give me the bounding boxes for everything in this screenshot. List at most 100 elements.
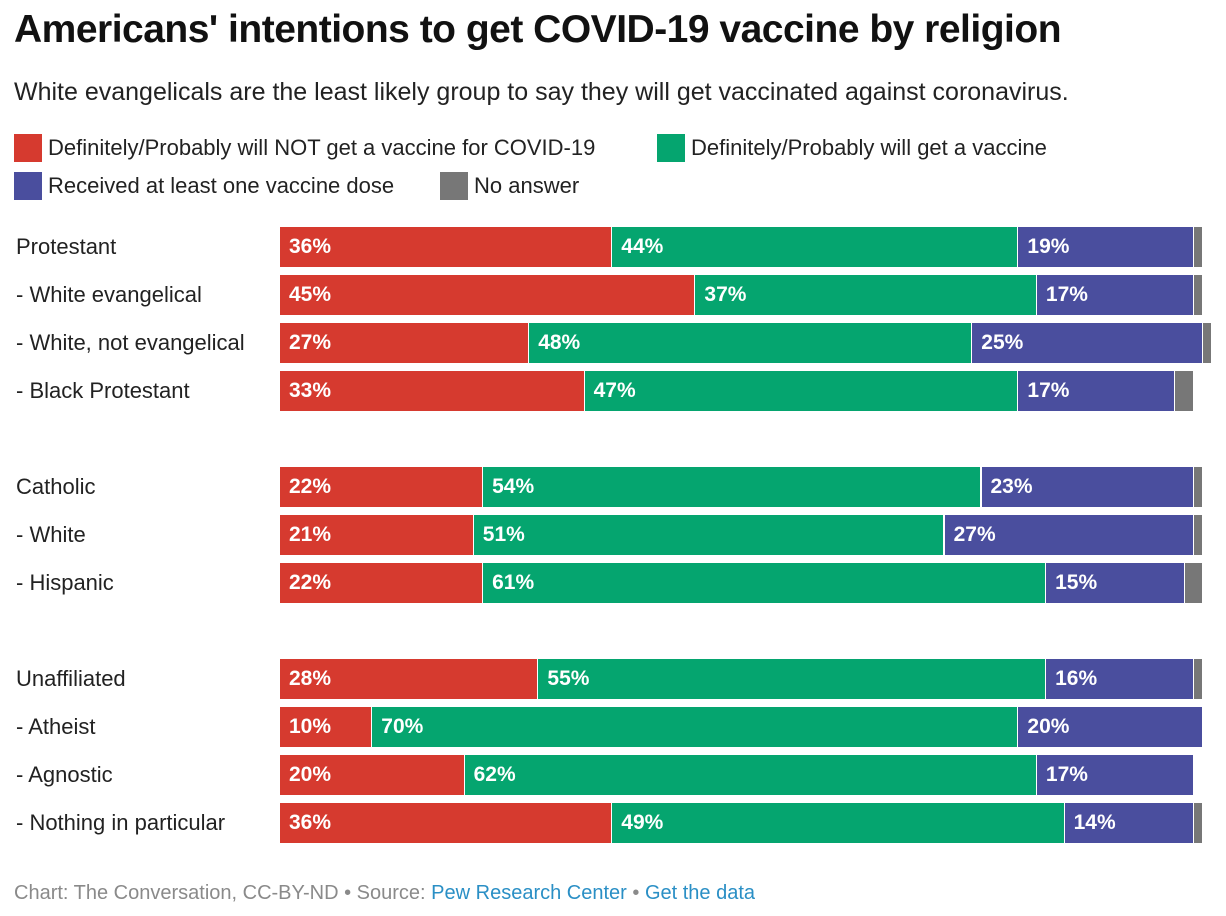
data-label: 20% (289, 763, 332, 786)
bar-segment-not-get: 36% (280, 803, 613, 843)
bar-segment-no-answer (1193, 467, 1203, 507)
bar-segment-received: 25% (972, 323, 1204, 363)
data-label: 22% (289, 475, 332, 498)
chart-subtitle: White evangelicals are the least likely … (14, 78, 1069, 106)
data-label: 20% (1027, 715, 1070, 738)
category-label: - White, not evangelical (16, 330, 245, 355)
bar-segment-no-answer (1184, 563, 1203, 603)
data-label: 15% (1055, 571, 1098, 594)
bar-segment-will-get: 47% (584, 371, 1019, 411)
bar-segment-received: 17% (1036, 275, 1194, 315)
legend-item-received: Received at least one vaccine dose (14, 172, 394, 200)
category-label: Protestant (16, 234, 117, 259)
source-link[interactable]: Pew Research Center (431, 882, 627, 904)
bar-segment-will-get: 70% (372, 707, 1019, 747)
bar-segment-not-get: 21% (280, 515, 474, 555)
chart-footer: Chart: The Conversation, CC-BY-ND • Sour… (14, 882, 755, 905)
data-label: 17% (1027, 379, 1070, 402)
bar-segment-not-get: 33% (280, 371, 585, 411)
bar-segment-will-get: 44% (612, 227, 1019, 267)
category-label: - Nothing in particular (16, 810, 226, 835)
category-label: - Black Protestant (16, 378, 190, 403)
legend-label: Definitely/Probably will NOT get a vacci… (48, 135, 596, 160)
data-label: 19% (1027, 235, 1070, 258)
data-label: 49% (621, 811, 664, 834)
data-label: 33% (289, 379, 332, 402)
bar-segment-will-get: 61% (483, 563, 1047, 603)
data-label: 54% (492, 475, 535, 498)
data-label: 27% (289, 331, 332, 354)
bar-segment-not-get: 28% (280, 659, 539, 699)
legend-item-not-get: Definitely/Probably will NOT get a vacci… (14, 134, 595, 162)
data-label: 14% (1073, 811, 1116, 834)
data-label: 47% (593, 379, 636, 402)
bar-segment-will-get: 48% (529, 323, 973, 363)
category-label: - Atheist (16, 714, 96, 739)
category-label: - White (16, 522, 86, 547)
data-label: 55% (547, 667, 590, 690)
data-label: 61% (492, 571, 535, 594)
bar-segment-will-get: 51% (473, 515, 945, 555)
legend-item-will-get: Definitely/Probably will get a vaccine (657, 134, 1047, 162)
bar-segment-no-answer (1175, 371, 1194, 411)
data-label: 17% (1045, 283, 1088, 306)
bar-segment-will-get: 55% (538, 659, 1047, 699)
data-label: 51% (482, 523, 525, 546)
bar-segment-not-get: 22% (280, 563, 484, 603)
bar-segment-no-answer (1193, 803, 1203, 843)
data-label: 45% (289, 283, 332, 306)
legend-swatch-no-answer (440, 172, 468, 200)
data-label: 22% (289, 571, 332, 594)
bar-segment-received: 17% (1036, 755, 1194, 795)
bar-segment-received: 19% (1018, 227, 1194, 267)
footer-separator: • (626, 882, 645, 904)
legend-swatch-will-get (657, 134, 685, 162)
bar-segment-not-get: 10% (280, 707, 373, 747)
bar-segment-no-answer (1193, 275, 1203, 315)
bar-segment-received: 14% (1064, 803, 1194, 843)
legend-label: Definitely/Probably will get a vaccine (691, 135, 1047, 160)
footer-credit: Chart: The Conversation, CC-BY-ND • Sour… (14, 882, 432, 904)
bar-segment-no-answer (1203, 323, 1213, 363)
data-label: 36% (289, 235, 332, 258)
data-label: 48% (538, 331, 581, 354)
bar-segment-not-get: 22% (280, 467, 484, 507)
bar-segment-will-get: 62% (464, 755, 1037, 795)
bar-segment-no-answer (1193, 515, 1203, 555)
legend-item-no-answer: No answer (440, 172, 579, 200)
chart-title: Americans' intentions to get COVID-19 va… (14, 8, 1062, 51)
category-label: Catholic (16, 474, 96, 499)
bar-segment-not-get: 45% (280, 275, 696, 315)
legend-swatch-received (14, 172, 42, 200)
data-label: 25% (981, 331, 1024, 354)
bar-segment-received: 23% (981, 467, 1194, 507)
legend-swatch-not-get (14, 134, 42, 162)
data-label: 23% (990, 475, 1033, 498)
legend-label: Received at least one vaccine dose (48, 173, 395, 198)
data-label: 28% (289, 667, 332, 690)
get-data-link[interactable]: Get the data (644, 882, 756, 904)
bar-segment-not-get: 27% (280, 323, 530, 363)
data-label: 16% (1055, 667, 1098, 690)
data-label: 37% (704, 283, 747, 306)
bar-segment-not-get: 20% (280, 755, 465, 795)
bar-segment-received: 20% (1018, 707, 1203, 747)
bar-segment-no-answer (1193, 227, 1203, 267)
bar-segment-will-get: 54% (483, 467, 982, 507)
category-label: - Agnostic (16, 762, 113, 787)
bar-segment-received: 15% (1046, 563, 1185, 603)
data-label: 17% (1045, 763, 1088, 786)
data-label: 36% (289, 811, 332, 834)
legend-label: No answer (474, 173, 580, 198)
bar-segment-no-answer (1193, 659, 1203, 699)
data-label: 44% (621, 235, 664, 258)
bar-segment-not-get: 36% (280, 227, 613, 267)
data-label: 21% (289, 523, 332, 546)
data-label: 62% (473, 763, 516, 786)
data-label: 70% (381, 715, 424, 738)
bar-segment-received: 17% (1018, 371, 1176, 411)
data-label: 10% (289, 715, 332, 738)
category-label: - White evangelical (16, 282, 202, 307)
data-label: 27% (953, 523, 996, 546)
bar-segment-received: 16% (1046, 659, 1194, 699)
